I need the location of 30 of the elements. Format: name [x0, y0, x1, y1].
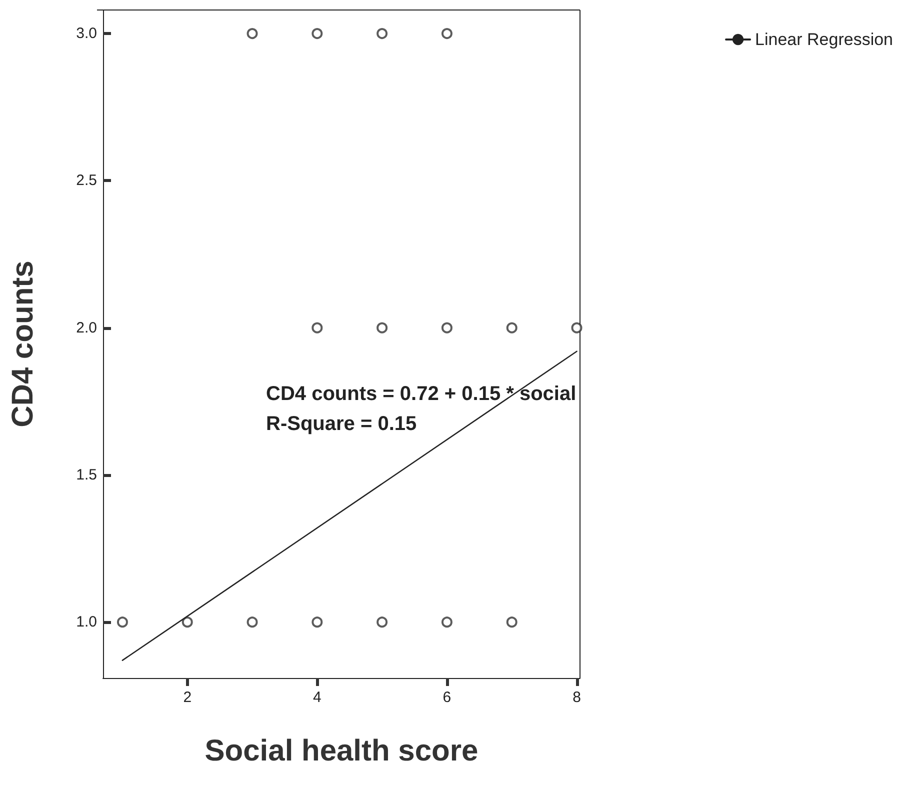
y-tick-label: 3.0: [76, 25, 97, 42]
annotation: CD4 counts = 0.72 + 0.15 * social: [266, 383, 576, 405]
x-axis-title: Social health score: [204, 734, 478, 768]
point: [312, 28, 323, 40]
y-tick-label: 2.5: [76, 172, 97, 190]
x-tick-label: 6: [442, 689, 452, 706]
annotation: R-Square = 0.15: [266, 413, 417, 435]
point: [441, 616, 452, 628]
y-tick-label: 2.0: [76, 319, 97, 336]
point: [506, 322, 518, 334]
point: [376, 616, 388, 628]
y-axis-title: CD4 counts: [6, 260, 40, 428]
point: [246, 616, 258, 628]
legend-label: Linear Regression: [755, 30, 893, 49]
x-tick-label: 2: [183, 689, 192, 706]
x-tick-label: 4: [312, 689, 322, 706]
x-tick-label: 8: [572, 689, 581, 706]
point: [376, 322, 388, 334]
point: [312, 616, 323, 628]
point: [246, 28, 258, 40]
point: [571, 322, 582, 334]
y-tick-label: 1.5: [76, 466, 97, 484]
point: [182, 616, 193, 628]
point: [376, 28, 388, 40]
point: [441, 28, 452, 40]
y-tick-label: 1.0: [76, 614, 97, 631]
point: [506, 616, 518, 628]
point: [441, 322, 452, 334]
point: [312, 322, 323, 334]
point: [116, 616, 128, 628]
